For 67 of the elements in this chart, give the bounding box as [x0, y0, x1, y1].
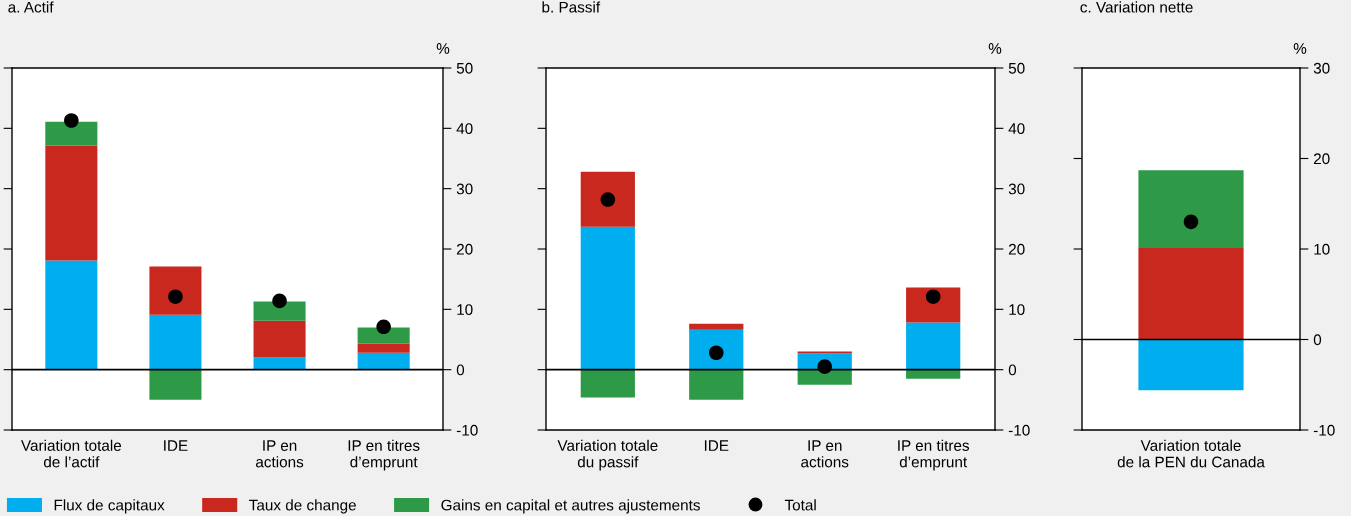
- point: [376, 319, 391, 335]
- bar: [580, 369, 635, 398]
- bar: [45, 145, 98, 261]
- bar: [906, 322, 961, 370]
- y-tick-label: 20: [456, 243, 473, 255]
- bar: [45, 121, 98, 146]
- y-tick-label: 20: [1313, 153, 1330, 165]
- y-tick-label: 10: [1314, 243, 1330, 255]
- bar: [253, 301, 306, 321]
- legend-label: Flux de capitaux: [54, 499, 165, 514]
- bar: [689, 323, 744, 330]
- y-tick-label: 40: [1008, 123, 1025, 135]
- y-tick-label: 10: [457, 304, 473, 316]
- y-tick-label: 50: [1008, 62, 1025, 74]
- point: [272, 293, 287, 309]
- x-tick-label: Variation totale du passif: [557, 439, 658, 471]
- legend-label: Total: [784, 499, 816, 511]
- y-tick-label: 30: [1008, 183, 1025, 195]
- point: [925, 289, 941, 304]
- y-axis-title: %: [436, 43, 450, 54]
- bar: [357, 352, 410, 370]
- y-tick-label: -10: [456, 424, 478, 436]
- bar: [1138, 248, 1244, 340]
- bar: [1138, 339, 1244, 391]
- x-tick-label: IDE: [164, 440, 188, 451]
- bar: [689, 369, 744, 400]
- x-tick-label: IP en titres d’emprunt: [348, 439, 420, 471]
- chart-title: a. Actif: [8, 1, 54, 13]
- y-tick-label: 30: [1313, 62, 1330, 74]
- x-tick-label: IP en actions: [256, 440, 304, 468]
- y-axis-title: %: [1293, 43, 1307, 54]
- x-tick-label: IP en titres d’emprunt: [898, 439, 970, 471]
- bar: [580, 171, 635, 227]
- x-tick-label: IDE: [704, 440, 729, 451]
- y-tick-label: 0: [1008, 364, 1017, 376]
- bar: [253, 357, 306, 370]
- y-tick-label: -10: [1008, 424, 1030, 436]
- y-axis-title: %: [988, 43, 1002, 54]
- bar: [149, 314, 202, 370]
- bar: [689, 329, 744, 370]
- bar: [45, 260, 98, 370]
- bar: [149, 266, 202, 315]
- x-tick-label: Variation totale de l’actif: [21, 439, 122, 468]
- y-tick-label: 30: [456, 183, 473, 195]
- chart-title: c. Variation nette: [1080, 1, 1193, 13]
- point: [64, 113, 79, 128]
- x-tick-label: Variation totale de la PEN du Canada: [1117, 439, 1265, 468]
- y-tick-label: 50: [456, 62, 473, 74]
- legend-label: Taux de change: [249, 499, 356, 514]
- y-tick-label: 10: [1009, 304, 1025, 316]
- x-tick-label: IP en actions: [801, 440, 849, 468]
- bar: [357, 343, 410, 353]
- bar: [253, 320, 306, 358]
- point: [817, 359, 833, 374]
- y-tick-label: -10: [1313, 424, 1335, 436]
- chart-title: b. Passif: [542, 1, 601, 13]
- bar: [797, 369, 852, 385]
- y-tick-label: 0: [1313, 334, 1322, 346]
- y-tick-label: 40: [456, 123, 473, 135]
- bar: [149, 369, 202, 400]
- bar: [580, 226, 635, 370]
- legend-label: Gains en capital et autres ajustements: [441, 499, 700, 514]
- bar: [357, 327, 410, 344]
- y-tick-label: 0: [456, 364, 465, 376]
- bar: [1138, 170, 1244, 249]
- y-tick-label: 20: [1008, 243, 1025, 255]
- bar: [906, 287, 961, 323]
